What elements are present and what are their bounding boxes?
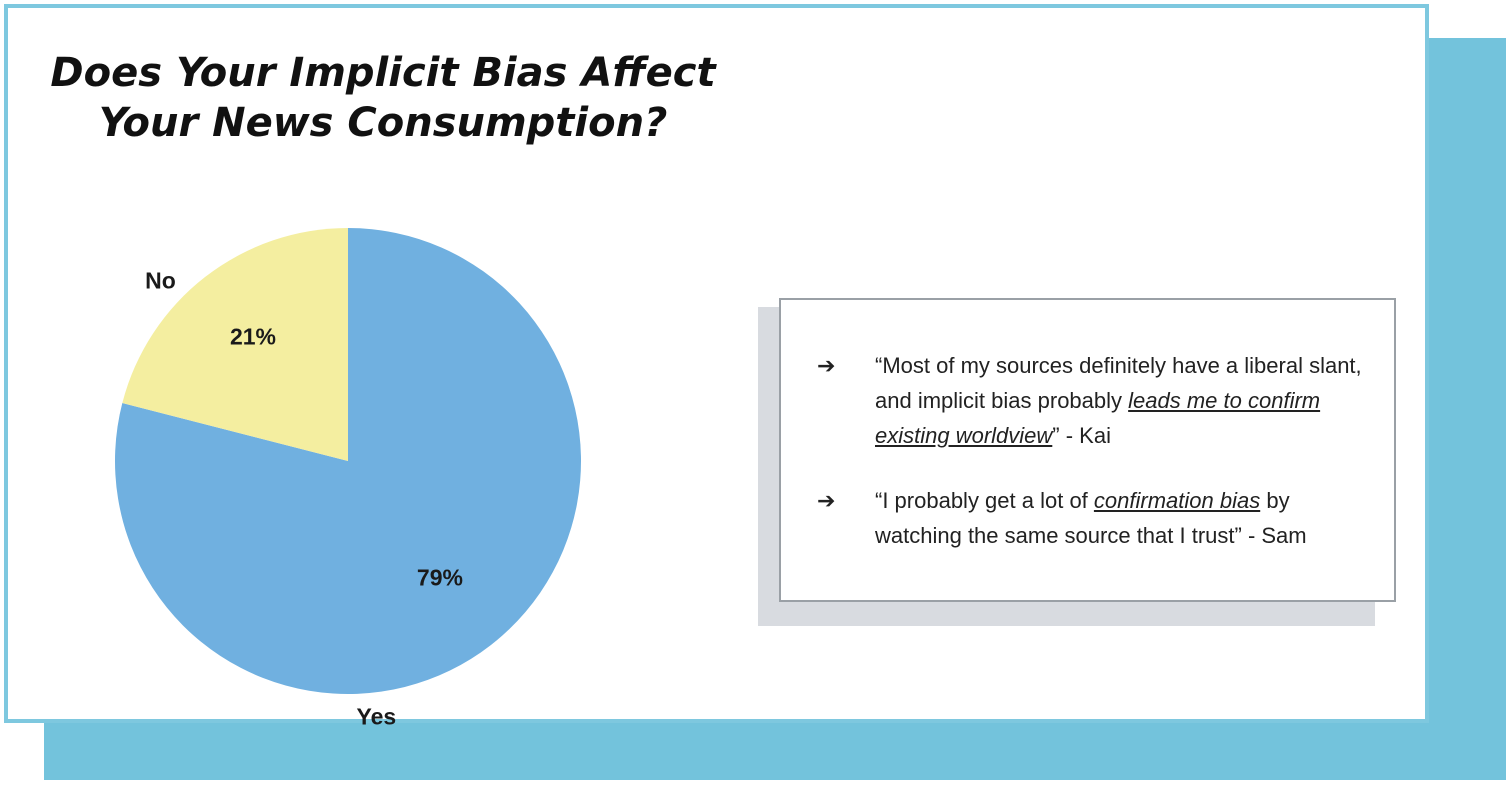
pie-chart: 79% Yes 21% No xyxy=(114,228,582,728)
slide-title: Does Your Implicit Bias Affect Your News… xyxy=(38,48,728,148)
quote-text-sam-start: “I probably get a lot of xyxy=(875,488,1094,513)
quote-text-sam-end: by watching the same source that I trust… xyxy=(875,488,1307,548)
quote-item-sam: ➔ “I probably get a lot of confirmation … xyxy=(817,483,1377,553)
quote-text-kai-end: ” - Kai xyxy=(1052,423,1111,448)
quote-box: ➔ “Most of my sources definitely have a … xyxy=(779,298,1396,602)
quote-emphasis-sam: confirmation bias xyxy=(1093,488,1261,513)
pie-value-label-yes: 79% xyxy=(417,565,463,591)
slide-title-line-2: Your News Consumption? xyxy=(98,100,668,146)
quote-emphasis-kai: leads me to confirm existing worldview xyxy=(875,388,1321,448)
quote-text-sam: “I probably get a lot of confirmation bi… xyxy=(875,483,1377,553)
arrow-icon: ➔ xyxy=(817,488,836,513)
quote-text-kai-start: “Most of my sources definitely have a li… xyxy=(875,353,1362,413)
arrow-icon: ➔ xyxy=(817,353,836,378)
pie-value-label-no: 21% xyxy=(230,324,276,350)
quote-text-kai: “Most of my sources definitely have a li… xyxy=(875,348,1377,453)
pie-slice-yes xyxy=(114,228,582,694)
quote-list: ➔ “Most of my sources definitely have a … xyxy=(817,348,1377,583)
quote-item-kai: ➔ “Most of my sources definitely have a … xyxy=(817,348,1377,453)
slide-title-line-1: Does Your Implicit Bias Affect xyxy=(50,50,716,96)
pie-category-label-yes: Yes xyxy=(357,704,397,728)
pie-slice-no xyxy=(122,228,348,461)
pie-category-label-no: No xyxy=(145,267,176,293)
